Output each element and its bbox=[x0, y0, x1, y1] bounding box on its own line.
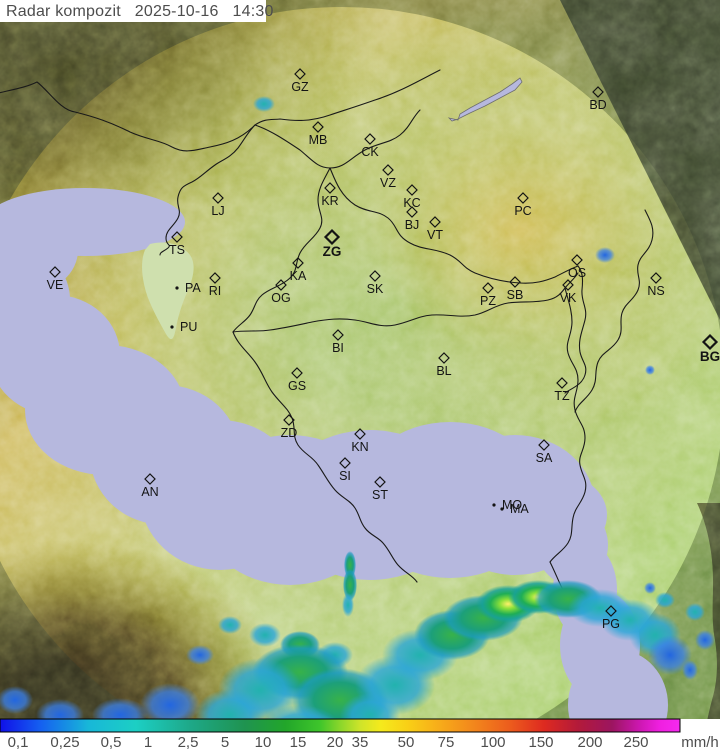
svg-text:KC: KC bbox=[403, 196, 420, 210]
svg-text:BI: BI bbox=[332, 341, 344, 355]
svg-text:mm/h: mm/h bbox=[681, 734, 719, 751]
svg-text:BG: BG bbox=[700, 349, 720, 364]
svg-text:GZ: GZ bbox=[291, 80, 309, 94]
svg-text:0,25: 0,25 bbox=[50, 734, 79, 751]
svg-text:0,5: 0,5 bbox=[101, 734, 122, 751]
svg-text:100: 100 bbox=[480, 734, 505, 751]
svg-text:SA: SA bbox=[536, 451, 553, 465]
svg-text:2,5: 2,5 bbox=[178, 734, 199, 751]
svg-text:PC: PC bbox=[514, 204, 531, 218]
svg-text:TS: TS bbox=[169, 243, 185, 257]
svg-text:PG: PG bbox=[602, 617, 620, 631]
svg-text:AN: AN bbox=[141, 485, 158, 499]
svg-text:SB: SB bbox=[507, 288, 524, 302]
svg-text:KA: KA bbox=[290, 269, 307, 283]
svg-text:20: 20 bbox=[327, 734, 344, 751]
svg-text:75: 75 bbox=[438, 734, 455, 751]
svg-text:15: 15 bbox=[290, 734, 307, 751]
svg-text:VE: VE bbox=[47, 278, 64, 292]
svg-text:MB: MB bbox=[309, 133, 328, 147]
svg-text:150: 150 bbox=[528, 734, 553, 751]
svg-text:RI: RI bbox=[209, 284, 222, 298]
svg-text:BL: BL bbox=[436, 364, 451, 378]
svg-text:1: 1 bbox=[144, 734, 152, 751]
svg-text:ZG: ZG bbox=[323, 244, 342, 259]
svg-text:LJ: LJ bbox=[211, 204, 224, 218]
svg-text:35: 35 bbox=[352, 734, 369, 751]
svg-text:10: 10 bbox=[255, 734, 272, 751]
svg-text:MO: MO bbox=[502, 498, 522, 512]
svg-text:TZ: TZ bbox=[554, 389, 570, 403]
svg-text:NS: NS bbox=[647, 284, 664, 298]
svg-text:SI: SI bbox=[339, 469, 351, 483]
svg-text:250: 250 bbox=[623, 734, 648, 751]
svg-text:PU: PU bbox=[180, 320, 197, 334]
svg-text:SK: SK bbox=[367, 282, 384, 296]
svg-text:KR: KR bbox=[321, 194, 338, 208]
svg-text:KN: KN bbox=[351, 440, 368, 454]
svg-text:VT: VT bbox=[427, 228, 443, 242]
svg-text:ZD: ZD bbox=[281, 426, 298, 440]
svg-text:0,1: 0,1 bbox=[8, 734, 29, 751]
svg-text:50: 50 bbox=[398, 734, 415, 751]
svg-text:VZ: VZ bbox=[380, 176, 396, 190]
svg-text:CK: CK bbox=[361, 145, 379, 159]
svg-text:Radar kompozit 2025-10-16: Radar kompozit 2025-10-16 14:30 bbox=[6, 3, 274, 20]
svg-text:GS: GS bbox=[288, 379, 306, 393]
svg-text:ST: ST bbox=[372, 488, 388, 502]
svg-text:VK: VK bbox=[560, 291, 577, 305]
svg-text:PZ: PZ bbox=[480, 294, 496, 308]
svg-text:BD: BD bbox=[589, 98, 606, 112]
svg-text:5: 5 bbox=[221, 734, 229, 751]
svg-text:OS: OS bbox=[568, 266, 586, 280]
svg-text:BJ: BJ bbox=[405, 218, 420, 232]
svg-text:PA: PA bbox=[185, 281, 201, 295]
svg-text:OG: OG bbox=[271, 291, 290, 305]
svg-text:200: 200 bbox=[577, 734, 602, 751]
